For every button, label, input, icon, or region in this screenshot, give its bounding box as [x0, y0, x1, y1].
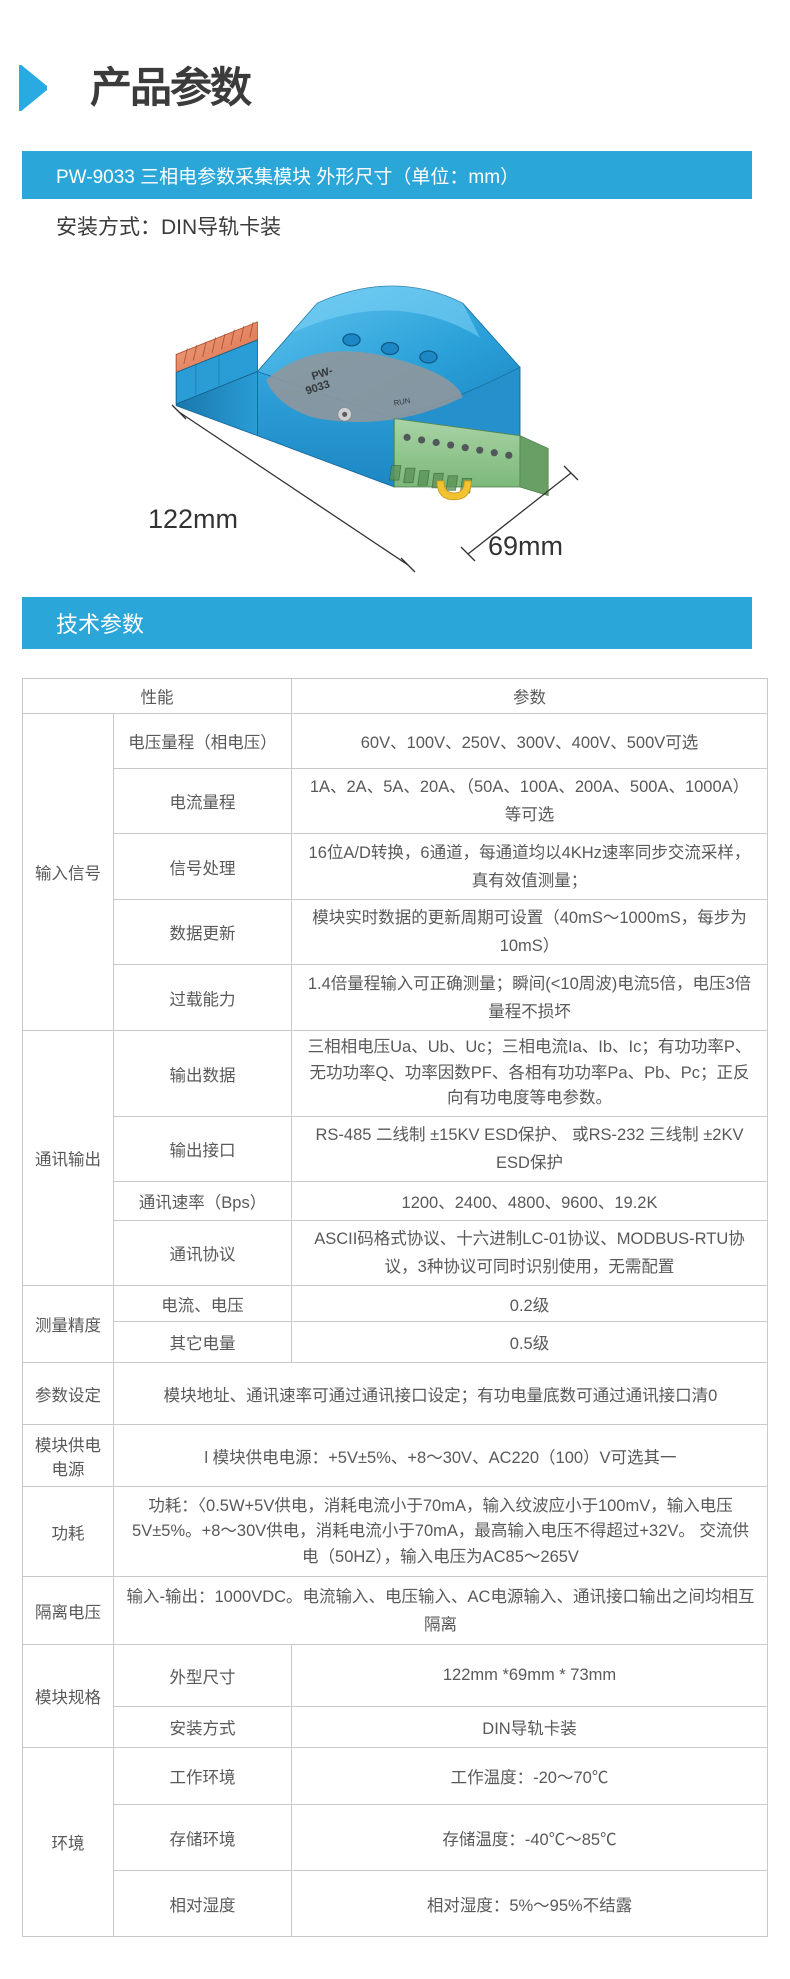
svg-text:122mm: 122mm: [148, 504, 238, 534]
svg-text:69mm: 69mm: [488, 531, 563, 561]
